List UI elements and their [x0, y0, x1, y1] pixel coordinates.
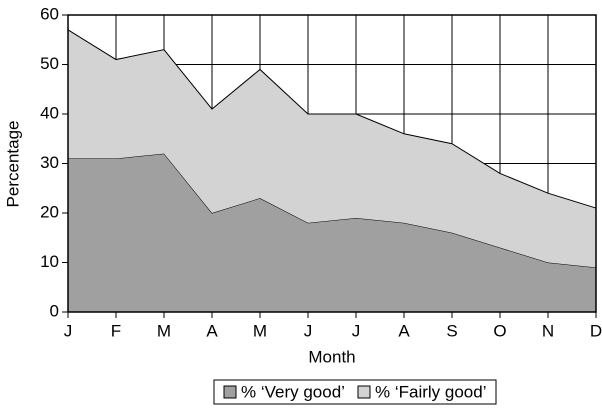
legend-swatch [223, 385, 237, 399]
y-tick-label: 30 [40, 153, 59, 172]
x-tick-label: D [590, 321, 602, 340]
y-tick-label: 20 [40, 202, 59, 221]
x-tick-label: N [542, 321, 554, 340]
x-tick-label: J [352, 321, 361, 340]
x-tick-label: O [493, 321, 506, 340]
y-tick-label: 10 [40, 252, 59, 271]
x-tick-label: J [304, 321, 313, 340]
legend-box [213, 379, 497, 405]
plot-frame [67, 14, 597, 313]
area-line [67, 29, 597, 209]
legend-label: % ‘Fairly good’ [375, 382, 487, 401]
x-tick-label: A [398, 321, 410, 340]
x-tick-label: F [111, 321, 121, 340]
x-axis-label: Month [308, 347, 355, 366]
x-tick-label: M [253, 321, 267, 340]
legend-label: % ‘Very good’ [241, 382, 345, 401]
legend-swatch [357, 385, 371, 399]
area [68, 153, 596, 312]
y-tick-label: 50 [40, 54, 59, 73]
x-tick-label: S [446, 321, 457, 340]
x-tick-label: A [206, 321, 218, 340]
y-axis-label: Percentage [3, 121, 22, 208]
x-tick-label: M [157, 321, 171, 340]
area [68, 29, 596, 268]
y-tick-label: 0 [50, 301, 59, 320]
x-tick-label: J [64, 321, 73, 340]
y-tick-label: 40 [40, 103, 59, 122]
y-tick-label: 60 [40, 4, 59, 23]
